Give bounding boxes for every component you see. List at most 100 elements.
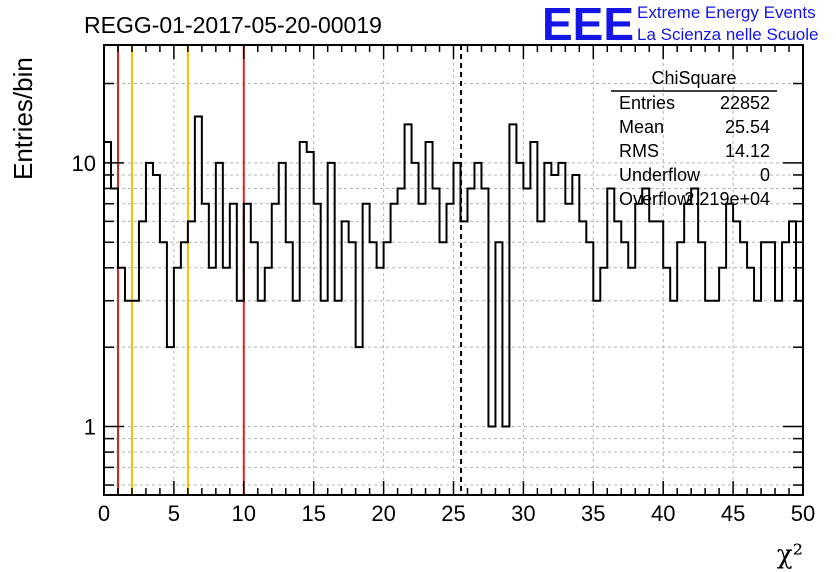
stats-row-value: 0 [760,165,770,185]
histogram-bin [419,204,426,495]
histogram-bin [649,221,656,495]
histogram-bin [691,188,698,495]
histogram-bin [237,301,244,495]
histogram-bin [454,163,461,495]
histogram-bin [474,163,481,495]
histogram-bin [593,301,600,495]
histogram-bin [433,188,440,495]
y-tick-label: 1 [84,415,96,440]
histogram-bin [251,242,258,495]
histogram-bin [440,242,447,495]
stats-row-value: 2.219e+04 [684,189,770,209]
histogram-bin [279,163,286,495]
y-tick-label: 10 [72,151,96,176]
histogram-bin [447,204,454,495]
histogram-bin [216,163,223,495]
histogram-bin [223,268,230,495]
histogram-bin [516,163,523,495]
x-tick-label: 35 [581,501,605,526]
histogram-bin [286,242,293,495]
histogram-bin [188,221,195,495]
histogram-bin [796,301,803,495]
histogram-bin [174,268,181,495]
histogram-bin [600,268,607,495]
histogram-bin [300,142,307,495]
marker-lines [116,45,463,495]
histogram-bin [635,204,642,495]
histogram-bin [391,204,398,495]
histogram-bin [754,301,761,495]
histogram-bin [467,188,474,495]
histogram-bin [370,242,377,495]
histogram-bin [356,347,363,495]
histogram-bin [530,142,537,495]
stats-row-label: Underflow [619,165,701,185]
histogram-bin [230,204,237,495]
histogram-bin [656,221,663,495]
x-tick-label: 25 [441,501,465,526]
x-axis: 0 5 10 15 20 25 30 35 40 45 50 [98,45,815,526]
histogram-bin [181,242,188,495]
histogram-bin [523,188,530,495]
histogram-bin [565,204,572,495]
histogram-bin [642,188,649,495]
histogram-bin [614,221,621,495]
x-tick-label: 20 [371,501,395,526]
stats-row-value: 14.12 [725,141,770,161]
histogram-bin [768,242,775,495]
x-tick-label: 10 [232,501,256,526]
logo-mark: EEE [542,0,634,50]
histogram-bin [733,221,740,495]
histogram-bin [349,242,356,495]
histogram-bin [509,124,516,495]
histogram-bin [488,427,495,495]
histogram-bin [111,188,118,495]
histogram-bin [398,188,405,495]
histogram-bin [363,204,370,495]
histogram-bin [712,301,719,495]
x-tick-label: 5 [168,501,180,526]
histogram-bin [139,221,146,495]
histogram-series [104,115,803,495]
histogram-bin [782,242,789,495]
stats-row-label: RMS [619,141,659,161]
histogram-bin [314,204,321,495]
histogram-bin [621,242,628,495]
histogram-bin [502,427,509,495]
histogram-bin [160,242,167,495]
histogram-bin [125,301,132,495]
stats-row-label: Mean [619,117,664,137]
histogram-bin [705,301,712,495]
histogram-bin [244,204,251,495]
eee-logo: EEE Extreme Energy Events La Scienza nel… [542,0,818,50]
histogram-bin [719,268,726,495]
chart-title: REGG-01-2017-05-20-00019 [84,12,382,38]
x-tick-label: 15 [301,501,325,526]
histogram-bin [384,242,391,495]
histogram-bin [747,268,754,495]
histogram-bin [558,163,565,495]
histogram-bin [761,242,768,495]
x-tick-label: 45 [721,501,745,526]
histogram-bin [195,116,202,495]
histogram-bin [495,242,502,495]
histogram-bin [677,242,684,495]
histogram-bin [698,242,705,495]
stats-box: ChiSquare Entries 22852 Mean 25.54 RMS 14.12 U… [611,68,777,209]
histogram-bin [132,301,139,495]
logo-line-2: La Scienza nelle Scuole [637,25,818,44]
histogram-bin [789,221,796,495]
histogram-bin [118,268,125,495]
histogram-bin [265,268,272,495]
histogram-bin [607,188,614,495]
histogram-bin [579,221,586,495]
histogram-bin [258,301,265,495]
histogram-bin [307,152,314,495]
histogram-bin [209,268,216,495]
x-tick-label: 30 [511,501,535,526]
x-axis-label: χ² [777,540,803,570]
histogram-bin [572,175,579,495]
histogram-bin [684,204,691,495]
histogram-bin [628,268,635,495]
stats-row-label: Overflow [619,189,691,209]
